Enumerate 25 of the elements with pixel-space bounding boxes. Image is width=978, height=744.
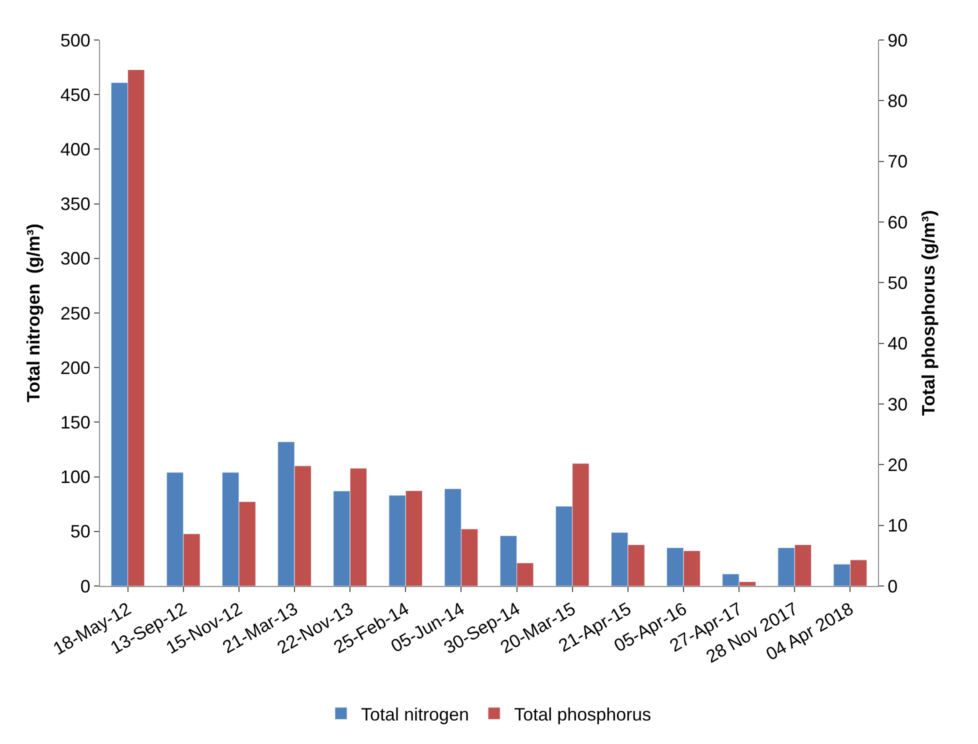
y-tick-label: 400 [60,140,90,160]
y2-axis-title: Total phosphorus (g/m³) [918,210,939,416]
legend-label: Total phosphorus [514,704,652,724]
legend-label: Total nitrogen [361,704,470,724]
y2-tick-label: 50 [888,272,908,293]
y2-tick-label: 10 [888,516,908,536]
y2-tick-label: 60 [888,212,908,232]
y2-tick-label: 0 [888,576,898,596]
y-tick-label: 450 [60,84,90,105]
y-tick-label: 250 [60,303,90,324]
y2-tick-label: 80 [888,90,908,111]
y-tick-label: 100 [60,467,90,488]
y-tick-label: 500 [60,30,90,50]
y-axis-title: Total nitrogen (g/m³) [24,224,44,402]
y-tick-label: 350 [60,194,90,214]
y2-tick-label: 30 [888,394,908,414]
y-tick-label: 0 [80,576,90,596]
y2-tick-label: 70 [888,152,908,172]
y-tick-label: 50 [70,522,90,542]
y-tick-label: 300 [60,248,90,269]
y2-tick-label: 40 [888,334,908,354]
y-tick-label: 200 [60,358,90,378]
y-tick-label: 150 [60,412,90,432]
y2-tick-label: 90 [888,30,908,50]
y2-tick-label: 20 [888,454,908,475]
